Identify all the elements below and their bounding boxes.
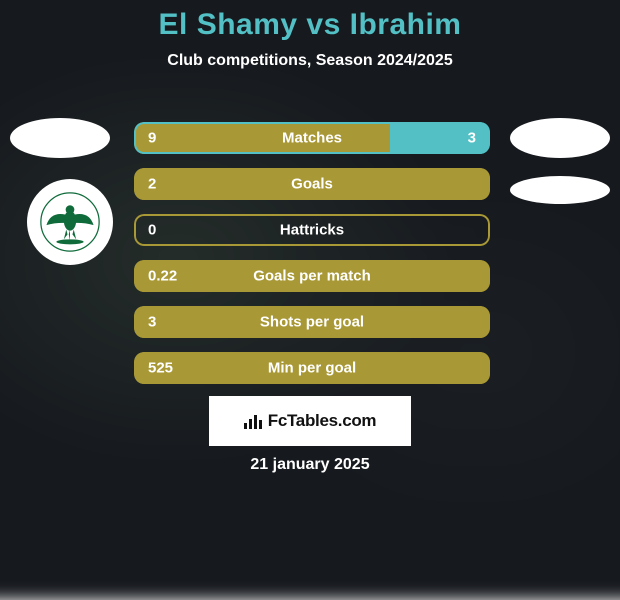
club-logo-left [27, 179, 113, 265]
comparison-card: El Shamy vs Ibrahim Club competitions, S… [0, 0, 620, 580]
stat-row: Goals per match 0.22 [134, 260, 490, 292]
bars-icon [244, 413, 262, 429]
date-label: 21 january 2025 [250, 456, 369, 474]
stat-label: Matches [282, 130, 342, 147]
page-title: El Shamy vs Ibrahim [0, 0, 620, 42]
stat-row: Shots per goal 3 [134, 306, 490, 338]
stat-value-left: 525 [148, 360, 173, 377]
stat-value-right: 3 [468, 130, 476, 147]
stat-label: Goals [291, 176, 333, 193]
stat-value-left: 9 [148, 130, 156, 147]
club-logo-right [510, 176, 610, 204]
eagle-icon [39, 191, 101, 253]
stat-value-left: 0.22 [148, 268, 177, 285]
stat-label: Shots per goal [260, 314, 364, 331]
stat-value-left: 0 [148, 222, 156, 239]
watermark: FcTables.com [209, 396, 411, 446]
stat-label: Hattricks [280, 222, 344, 239]
player-avatar-right [510, 118, 610, 158]
stat-label: Min per goal [268, 360, 356, 377]
stat-row: Goals 2 [134, 168, 490, 200]
subtitle: Club competitions, Season 2024/2025 [0, 52, 620, 70]
watermark-text: FcTables.com [268, 411, 377, 431]
stat-row: Hattricks 0 [134, 214, 490, 246]
stat-bars: Matches 9 3 Goals 2 Hattricks 0 Goals per match… [134, 122, 490, 398]
stat-label: Goals per match [253, 268, 371, 285]
stat-row: Min per goal 525 [134, 352, 490, 384]
stat-row: Matches 9 3 [134, 122, 490, 154]
stat-value-left: 2 [148, 176, 156, 193]
player-avatar-left [10, 118, 110, 158]
bar-fill-left [134, 122, 390, 154]
stat-value-left: 3 [148, 314, 156, 331]
